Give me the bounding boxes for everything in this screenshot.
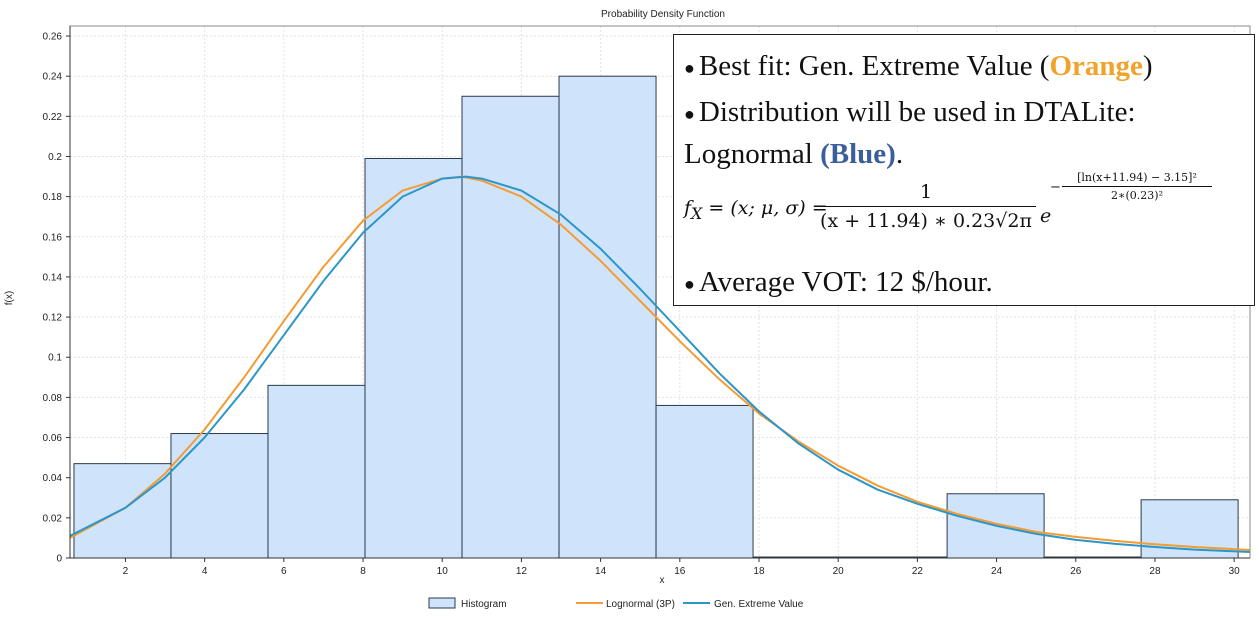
bullet-icon: ●: [684, 274, 695, 295]
x-tick-label: 4: [202, 566, 208, 577]
y-tick-label: 0.08: [43, 393, 63, 404]
average-vot-text: Average VOT: 12 $/hour.: [698, 266, 993, 298]
y-tick-label: 0.18: [43, 192, 63, 203]
y-tick-label: 0.1: [48, 353, 62, 364]
x-tick-label: 24: [991, 566, 1003, 577]
y-tick-label: 0.14: [43, 272, 63, 283]
distribution-text: Distribution will be used in DTALite:: [698, 96, 1136, 128]
annotation-line-best-fit: ● Best fit: Gen. Extreme Value (Orange): [684, 49, 1153, 85]
chart-title: Probability Density Function: [601, 9, 725, 20]
formula-sub: X: [691, 203, 703, 223]
x-axis-title: x: [660, 575, 665, 586]
series-line: [69, 175, 1251, 553]
lognormal-text: Lognormal: [684, 138, 821, 170]
formula-exp-denominator: 2∗(0.23)²: [1111, 189, 1163, 202]
bullet-icon: ●: [684, 104, 695, 125]
y-tick-label: 0.06: [43, 433, 63, 444]
histogram-bar: [655, 404, 754, 559]
lognormal-suffix: .: [895, 138, 904, 170]
best-fit-suffix: ): [1142, 50, 1153, 82]
x-tick-label: 16: [674, 566, 686, 577]
annotation-line-lognormal: Lognormal (Blue).: [684, 137, 903, 171]
lognormal-formula: fX = (x; μ, σ) = 1 (x + 11.94) ∗ 0.23√2π…: [684, 171, 1249, 271]
y-tick-label: 0.22: [43, 112, 63, 123]
formula-lhs-rest: = (x; μ, σ) =: [702, 197, 828, 219]
x-tick-label: 6: [281, 566, 287, 577]
y-tick-label: 0.2: [48, 152, 62, 163]
y-axis-title: f(x): [4, 291, 15, 305]
x-tick-label: 20: [833, 566, 845, 577]
formula-lhs: fX = (x; μ, σ) =: [684, 197, 828, 223]
y-tick-label: 0.26: [43, 32, 63, 43]
y-tick-label: 0.02: [43, 513, 63, 524]
x-tick-label: 8: [360, 566, 366, 577]
x-tick-label: 28: [1149, 566, 1161, 577]
legend-label-lognormal: Lognormal (3P): [606, 599, 675, 610]
histogram-bars: [73, 75, 1239, 559]
formula-exp-bar: [1062, 186, 1212, 187]
y-tick-label: 0.04: [43, 473, 63, 484]
blue-label: (Blue): [820, 138, 896, 170]
annotation-line-distribution: ● Distribution will be used in DTALite:: [684, 95, 1136, 131]
formula-f: f: [684, 197, 692, 219]
x-tick-label: 2: [123, 566, 129, 577]
histogram-bar: [461, 95, 560, 559]
formula-numerator: 1: [919, 181, 933, 203]
histogram-bar: [558, 75, 657, 559]
annotation-box: ● Best fit: Gen. Extreme Value (Orange) ●…: [673, 34, 1255, 306]
formula-exp-numerator: [ln(x+11.94) − 3.15]²: [1077, 171, 1197, 184]
x-tick-label: 14: [595, 566, 607, 577]
formula-exponent: − [ln(x+11.94) − 3.15]² 2∗(0.23)²: [1050, 171, 1212, 202]
legend: Histogram Lognormal (3P) Gen. Extreme Valu…: [428, 597, 804, 610]
legend-label-gev: Gen. Extreme Value: [714, 599, 804, 610]
x-tick-label: 22: [912, 566, 924, 577]
series-line: [69, 175, 1251, 551]
bullet-icon: ●: [684, 58, 695, 79]
y-tick-label: 0: [56, 554, 62, 565]
x-tick-label: 26: [1070, 566, 1082, 577]
formula-fraction-bar: [816, 206, 1036, 207]
x-tick-label: 30: [1229, 566, 1241, 577]
orange-label: Orange: [1049, 50, 1143, 82]
annotation-line-average: ● Average VOT: 12 $/hour.: [684, 265, 993, 301]
y-tick-label: 0.16: [43, 232, 63, 243]
fit-curves: [69, 175, 1251, 553]
y-tick-label: 0.24: [43, 72, 63, 83]
histogram-bar: [364, 157, 463, 559]
histogram-bar: [73, 463, 172, 559]
formula-exp-sign: −: [1050, 180, 1061, 195]
legend-label-histogram: Histogram: [461, 599, 507, 610]
formula-denominator: (x + 11.94) ∗ 0.23√2π: [820, 210, 1032, 232]
x-tick-labels: 2 4 6 8 10 12 14 16 18 20 22 24 26 28 30: [123, 558, 1241, 577]
x-tick-label: 12: [516, 566, 528, 577]
x-tick-label: 10: [437, 566, 449, 577]
formula-fraction: 1 (x + 11.94) ∗ 0.23√2π: [816, 181, 1036, 232]
legend-swatch-histogram: [428, 597, 456, 609]
best-fit-text: Best fit: Gen. Extreme Value (: [698, 50, 1050, 82]
histogram-bar: [267, 384, 366, 559]
y-tick-label: 0.12: [43, 313, 63, 324]
y-tick-labels: 0 0.02 0.04 0.06 0.08 0.1 0.12 0.14 0.16 0.18 0.2 0…: [43, 32, 70, 565]
x-tick-label: 18: [753, 566, 765, 577]
formula-e: e: [1040, 205, 1052, 227]
